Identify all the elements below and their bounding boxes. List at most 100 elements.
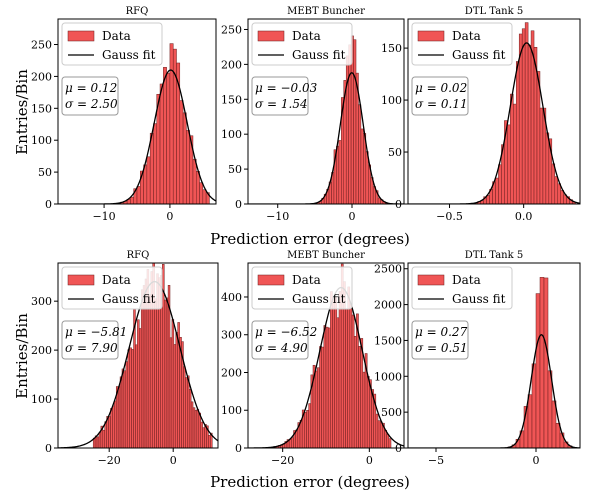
x-tick-label: 0 <box>349 210 356 223</box>
histogram-bar <box>119 376 123 448</box>
histogram-bar <box>127 349 130 448</box>
x-tick-label: 0 <box>366 454 373 467</box>
axes-frame <box>57 18 217 205</box>
histogram-bar <box>308 403 312 448</box>
stat-sigma: σ = 0.11 <box>415 97 468 111</box>
histogram-bar <box>495 177 499 204</box>
y-tick-label: 250 <box>31 39 52 52</box>
histogram-bar <box>317 367 320 448</box>
y-tick-label: 0 <box>45 442 52 455</box>
histogram-bar <box>194 410 198 448</box>
histogram-bar <box>114 400 117 448</box>
stats-frame <box>251 320 309 360</box>
y-tick-label: 300 <box>31 295 52 308</box>
axes-frame <box>247 262 405 449</box>
legend: Data Gauss fit <box>251 22 353 66</box>
stats-frame <box>61 76 119 116</box>
y-tick-label: 150 <box>381 42 402 55</box>
histogram-bar <box>188 389 192 448</box>
y-tick-label: 2500 <box>374 263 402 276</box>
stat-sigma: σ = 4.90 <box>255 341 308 355</box>
histogram-bar <box>360 338 364 448</box>
y-tick-label: 300 <box>221 329 242 342</box>
x-tick-label: −5 <box>428 454 444 467</box>
histogram-bar <box>358 104 362 204</box>
stats-box: μ = −6.52 σ = 4.90 <box>251 320 317 360</box>
histogram-bar <box>169 43 174 204</box>
histogram-bar <box>135 344 138 448</box>
y-tick-label: 50 <box>38 166 52 179</box>
y-tick-label: 0 <box>45 198 52 211</box>
stats-box: μ = 0.27 σ = 0.51 <box>411 320 469 360</box>
histogram-bar <box>186 130 190 204</box>
histogram-bar <box>353 336 357 448</box>
histogram-bar <box>332 296 335 448</box>
y-tick-label: 50 <box>228 163 242 176</box>
stat-mu: μ = 0.12 <box>65 81 117 95</box>
y-tick-label: 1000 <box>374 370 402 383</box>
y-tick-label: 100 <box>221 128 242 141</box>
y-tick-label: 200 <box>221 366 242 379</box>
histogram-bar <box>334 296 338 448</box>
stats-box: μ = 0.02 σ = 0.11 <box>411 76 469 116</box>
histogram-bar <box>551 400 557 448</box>
stats-frame <box>411 320 469 360</box>
histogram-bar <box>515 61 520 204</box>
histogram-bar <box>362 371 366 448</box>
histogram-bar <box>347 286 351 448</box>
histogram-bar <box>165 297 169 448</box>
histogram-bar <box>142 285 146 448</box>
x-tick-label: −10 <box>266 210 289 223</box>
y-tick-label: 50 <box>388 146 402 159</box>
x-tick-label: −10 <box>92 210 115 223</box>
histogram-bar <box>351 314 355 448</box>
histogram-bar <box>327 327 331 448</box>
stat-sigma: σ = 2.50 <box>65 97 118 111</box>
panel-5: −20 0 0 100 200 300 400 MEBT Buncher Data Gauss f… <box>221 250 405 467</box>
histogram-bar <box>179 100 184 204</box>
histogram-bar <box>143 164 148 204</box>
histogram-bar <box>379 421 383 448</box>
histogram-bar <box>507 124 511 204</box>
histogram-bar <box>521 28 526 204</box>
y-tick-label: 200 <box>221 58 242 71</box>
histogram-bar <box>498 164 502 204</box>
stats-box: μ = −0.03 σ = 1.54 <box>251 76 318 116</box>
plot-area <box>58 263 218 448</box>
histogram-bar <box>486 195 490 204</box>
gauss-fit-line <box>408 42 580 204</box>
legend-fit-label: Gauss fit <box>452 292 506 306</box>
histogram-bar <box>202 189 207 204</box>
histogram-bar <box>136 186 141 204</box>
stat-mu: μ = −0.03 <box>255 81 318 95</box>
y-tick-label: 150 <box>221 93 242 106</box>
histogram-bar <box>365 151 369 204</box>
gauss-fit-line <box>248 72 404 204</box>
ylabel-bottom: Entries/Bin <box>13 313 31 399</box>
legend-fit-label: Gauss fit <box>102 48 156 62</box>
histogram-bar <box>388 438 392 448</box>
legend: Data Gauss fit <box>61 266 163 310</box>
histogram-bar <box>345 308 348 448</box>
histogram-bar <box>554 176 559 204</box>
histogram-bar <box>291 437 294 448</box>
histogram-bar <box>555 422 561 448</box>
y-tick-label: 200 <box>31 344 52 357</box>
histogram-bar <box>98 432 102 448</box>
panel-title: RFQ <box>126 6 149 17</box>
plot-area <box>58 43 216 204</box>
legend-data-label: Data <box>292 29 321 43</box>
histogram-bar <box>348 44 352 204</box>
plot-area <box>408 22 580 204</box>
histogram-bar <box>557 183 561 204</box>
stat-mu: μ = 0.02 <box>415 81 467 95</box>
histogram-bar <box>149 132 154 204</box>
histogram-bar <box>208 434 211 448</box>
histogram-bar <box>110 408 113 448</box>
panel-1: −10 0 0 50 100 150 200 250 RFQ Data Gauss fit μ = 0… <box>31 6 217 223</box>
legend-data-swatch <box>67 30 95 42</box>
panel-title: MEBT Buncher <box>287 6 365 17</box>
axes-frame <box>247 18 405 205</box>
y-tick-label: 100 <box>221 404 242 417</box>
histogram-bar <box>531 363 537 448</box>
